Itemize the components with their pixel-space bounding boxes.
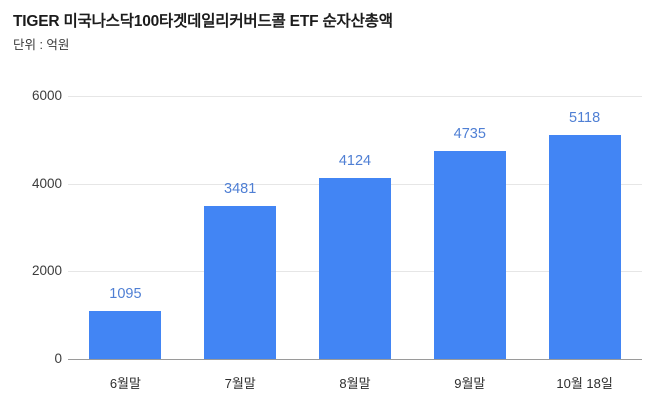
chart-title: TIGER 미국나스닥100타겟데일리커버드콜 ETF 순자산총액	[13, 13, 393, 30]
x-tick-label: 6월말	[109, 376, 141, 391]
x-tick-label: 9월말	[454, 376, 486, 391]
bar-value-label: 4124	[338, 153, 372, 170]
x-tick-label: 10월 18일	[556, 376, 613, 391]
bar-value-label: 3481	[224, 181, 257, 198]
bar-value-label: 4735	[453, 126, 486, 143]
x-tick-label: 8월말	[339, 376, 371, 391]
x-tick-label: 7월말	[224, 376, 256, 391]
chart-header: TIGER 미국나스닥100타겟데일리커버드콜 ETF 순자산총액 단위 : 억…	[13, 12, 653, 53]
bar[interactable]	[204, 206, 277, 359]
bar[interactable]	[89, 311, 162, 359]
y-tick-label: 6000	[31, 88, 62, 103]
y-tick-label: 2000	[31, 263, 62, 279]
bar-value-label: 1095	[109, 286, 142, 302]
x-axis-line	[68, 359, 642, 360]
bar[interactable]	[319, 178, 391, 359]
y-axis: 0 2000 4000 6000	[0, 0, 62, 415]
y-tick-label: 4000	[31, 175, 62, 191]
chart-subtitle-unit: 단위 : 억원	[13, 38, 70, 52]
gridline-6000	[68, 96, 642, 97]
bar-value-label: 5118	[569, 109, 601, 126]
bar[interactable]	[433, 151, 506, 359]
y-tick-label: 0	[54, 351, 62, 366]
bar[interactable]	[548, 134, 621, 359]
